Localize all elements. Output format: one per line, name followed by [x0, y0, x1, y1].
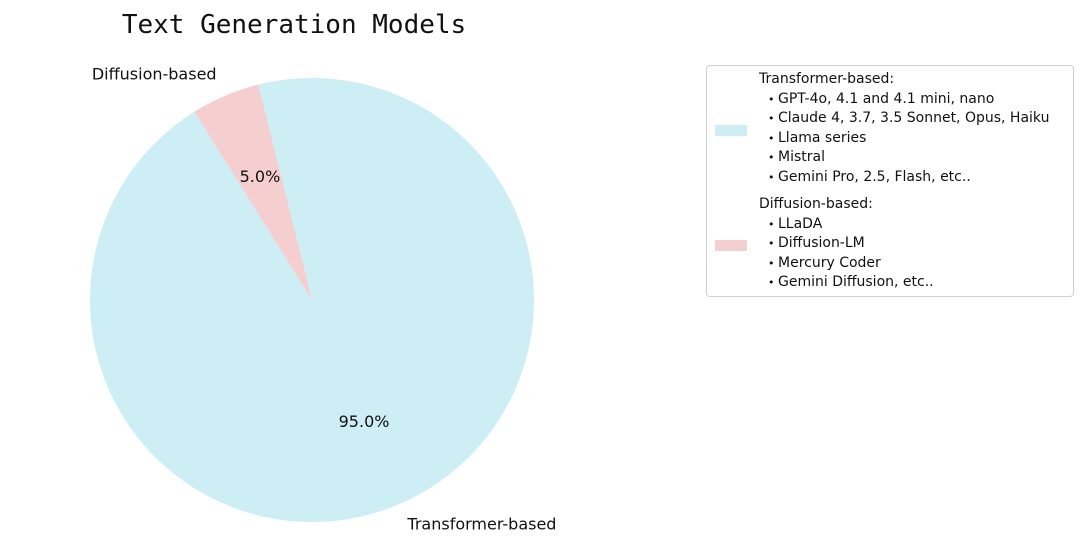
legend-item: Mercury Coder — [759, 254, 1069, 274]
slice-label-transformer-based: Transformer-based — [406, 514, 556, 533]
pct-label-diffusion-based: 5.0% — [240, 167, 281, 186]
legend-item: Gemini Pro, 2.5, Flash, etc.. — [759, 168, 1069, 188]
pie-slice-diffusion-based — [194, 84, 312, 300]
legend-swatch-transformer-based — [715, 125, 747, 136]
legend-item: Diffusion-LM — [759, 234, 1069, 254]
legend-heading-transformer-based: Transformer-based: — [759, 71, 895, 87]
legend-item: Mistral — [759, 148, 1069, 168]
pct-label-transformer-based: 95.0% — [339, 412, 390, 431]
legend-item: Claude 4, 3.7, 3.5 Sonnet, Opus, Haiku — [759, 109, 1069, 129]
legend-heading-diffusion-based: Diffusion-based: — [759, 196, 873, 212]
slice-label-diffusion-based: Diffusion-based — [92, 65, 217, 84]
chart-title: Text Generation Models — [122, 10, 466, 40]
legend-item: Llama series — [759, 129, 1069, 149]
legend: Transformer-based: GPT-4o, 4.1 and 4.1 m… — [706, 65, 1074, 297]
legend-item: LLaDA — [759, 215, 1069, 235]
legend-swatch-diffusion-based — [715, 240, 747, 251]
legend-item: GPT-4o, 4.1 and 4.1 mini, nano — [759, 90, 1069, 110]
pie-slice-transformer-based — [90, 77, 535, 522]
legend-item: Gemini Diffusion, etc.. — [759, 273, 1069, 293]
